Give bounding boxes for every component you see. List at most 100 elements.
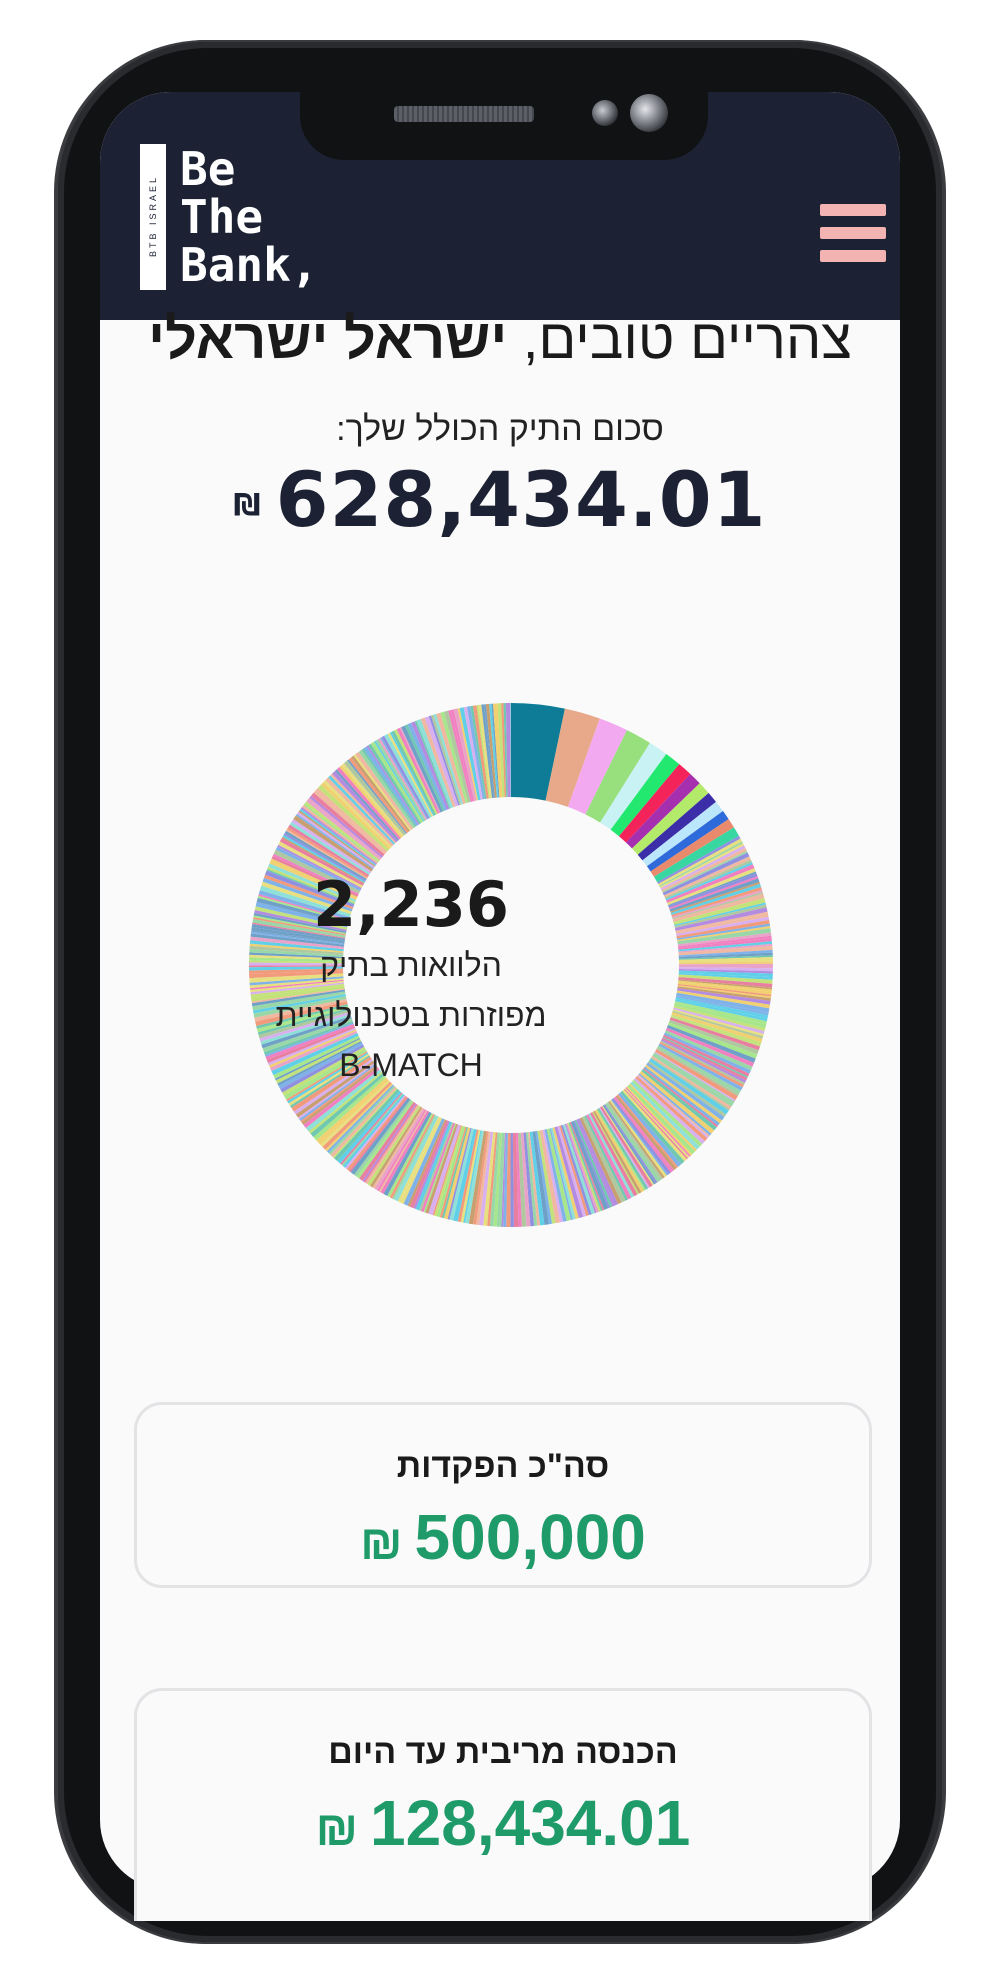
donut-slice [677,935,772,948]
donut-slice [421,1122,455,1213]
bethebank-logo[interactable]: BTB ISRAEL Be The Bank, [140,144,360,294]
donut-slice [678,974,773,984]
donut-slice [289,821,371,875]
donut-slice [256,1004,349,1029]
donut-slice [362,1103,417,1182]
donut-slice [401,725,443,813]
donut-slice [318,1079,389,1145]
donut-slice [505,703,511,798]
donut-slice [306,799,381,861]
donut-slice [661,1037,748,1081]
donut-slice [576,1119,615,1207]
donut-slice [588,1113,635,1198]
donut-slice [288,824,370,877]
donut-slice [349,1097,409,1173]
donut-slice [295,1060,375,1118]
donut-slice [250,983,345,998]
donut-slice [675,997,769,1019]
donut-slice [428,1124,461,1216]
donut-slice [620,1090,685,1165]
donut-slice [416,719,454,809]
donut-slice [463,1130,482,1223]
donut-slice [501,1132,507,1227]
donut-slice [510,703,511,798]
donut-slice [254,906,348,930]
donut-slice [659,841,744,887]
donut-slice [597,1108,649,1190]
donut-slice [602,1105,656,1185]
donut-slice [592,1111,639,1195]
donut-slice [268,863,357,902]
donut-slice [646,811,729,872]
donut-slice [350,1097,411,1175]
donut-slice [334,769,400,841]
donut-slice [449,1128,474,1221]
donut-slice [678,980,772,992]
interest-amount: 128,434.01 [370,1787,691,1859]
donut-slice [678,937,772,950]
donut-slice [515,1132,522,1227]
donut-slice [307,797,382,860]
donut-slice [361,748,417,827]
logo-word-the: The [180,190,264,244]
donut-slice [661,847,747,892]
hamburger-menu-icon[interactable] [820,204,886,262]
donut-slice [384,733,432,818]
donut-slice [259,885,351,917]
donut-slice [663,1032,751,1074]
donut-slice [255,901,348,928]
donut-slice [673,898,766,925]
donut-slice [269,861,357,900]
donut-slice [282,1046,366,1096]
donut-slice [676,990,770,1009]
donut-slice [409,1119,449,1209]
donut-slice [669,1017,760,1051]
user-name: ישראל ישראלי [148,307,508,370]
donut-slice [635,1076,708,1142]
donut-slice [249,965,344,968]
donut-slice [659,843,745,889]
donut-slice [674,904,767,928]
donut-slice [370,741,424,824]
deposits-card[interactable]: סה"כ הפקדות ₪ 500,000 [134,1402,872,1588]
donut-slice [625,1087,691,1157]
donut-slice [675,995,769,1016]
donut-slice [249,962,344,966]
donut-slice [565,1123,599,1213]
donut-slice [570,1120,609,1210]
donut-slice [287,1052,369,1104]
donut-slice [670,881,761,913]
donut-slice [642,801,723,867]
speaker-grille [394,106,534,122]
donut-slice [270,858,358,899]
donut-slice [250,936,344,950]
donut-slice [549,1128,573,1221]
donut-slice [277,844,362,890]
donut-slice [249,943,344,953]
interest-card[interactable]: הכנסה מריבית עד היום ₪ 128,434.01 [134,1688,872,1921]
donut-slice [559,1125,589,1216]
donut-slice [267,1027,356,1066]
donut-slice [629,1083,697,1152]
donut-slice [657,835,741,884]
donut-slice [328,1085,396,1155]
donut-slice [466,706,485,800]
donut-slice [569,1121,605,1211]
app-header: BTB ISRAEL Be The Bank, [100,92,900,320]
donut-slice [677,988,771,1005]
donut-slice [537,1130,556,1224]
donut-slice [676,992,770,1013]
donut-slice [249,960,344,964]
donut-slice [677,986,771,1002]
currency-symbol: ₪ [360,1517,403,1570]
donut-slice [585,730,650,823]
donut-slice [599,1106,653,1188]
donut-slice [404,724,445,812]
donut-slice [661,1039,747,1083]
donut-slice [345,1095,406,1170]
donut-slice [668,1019,759,1055]
donut-slice [545,708,600,807]
donut-slice [671,889,763,919]
donut-slice [662,852,750,896]
donut-slice [347,759,407,834]
